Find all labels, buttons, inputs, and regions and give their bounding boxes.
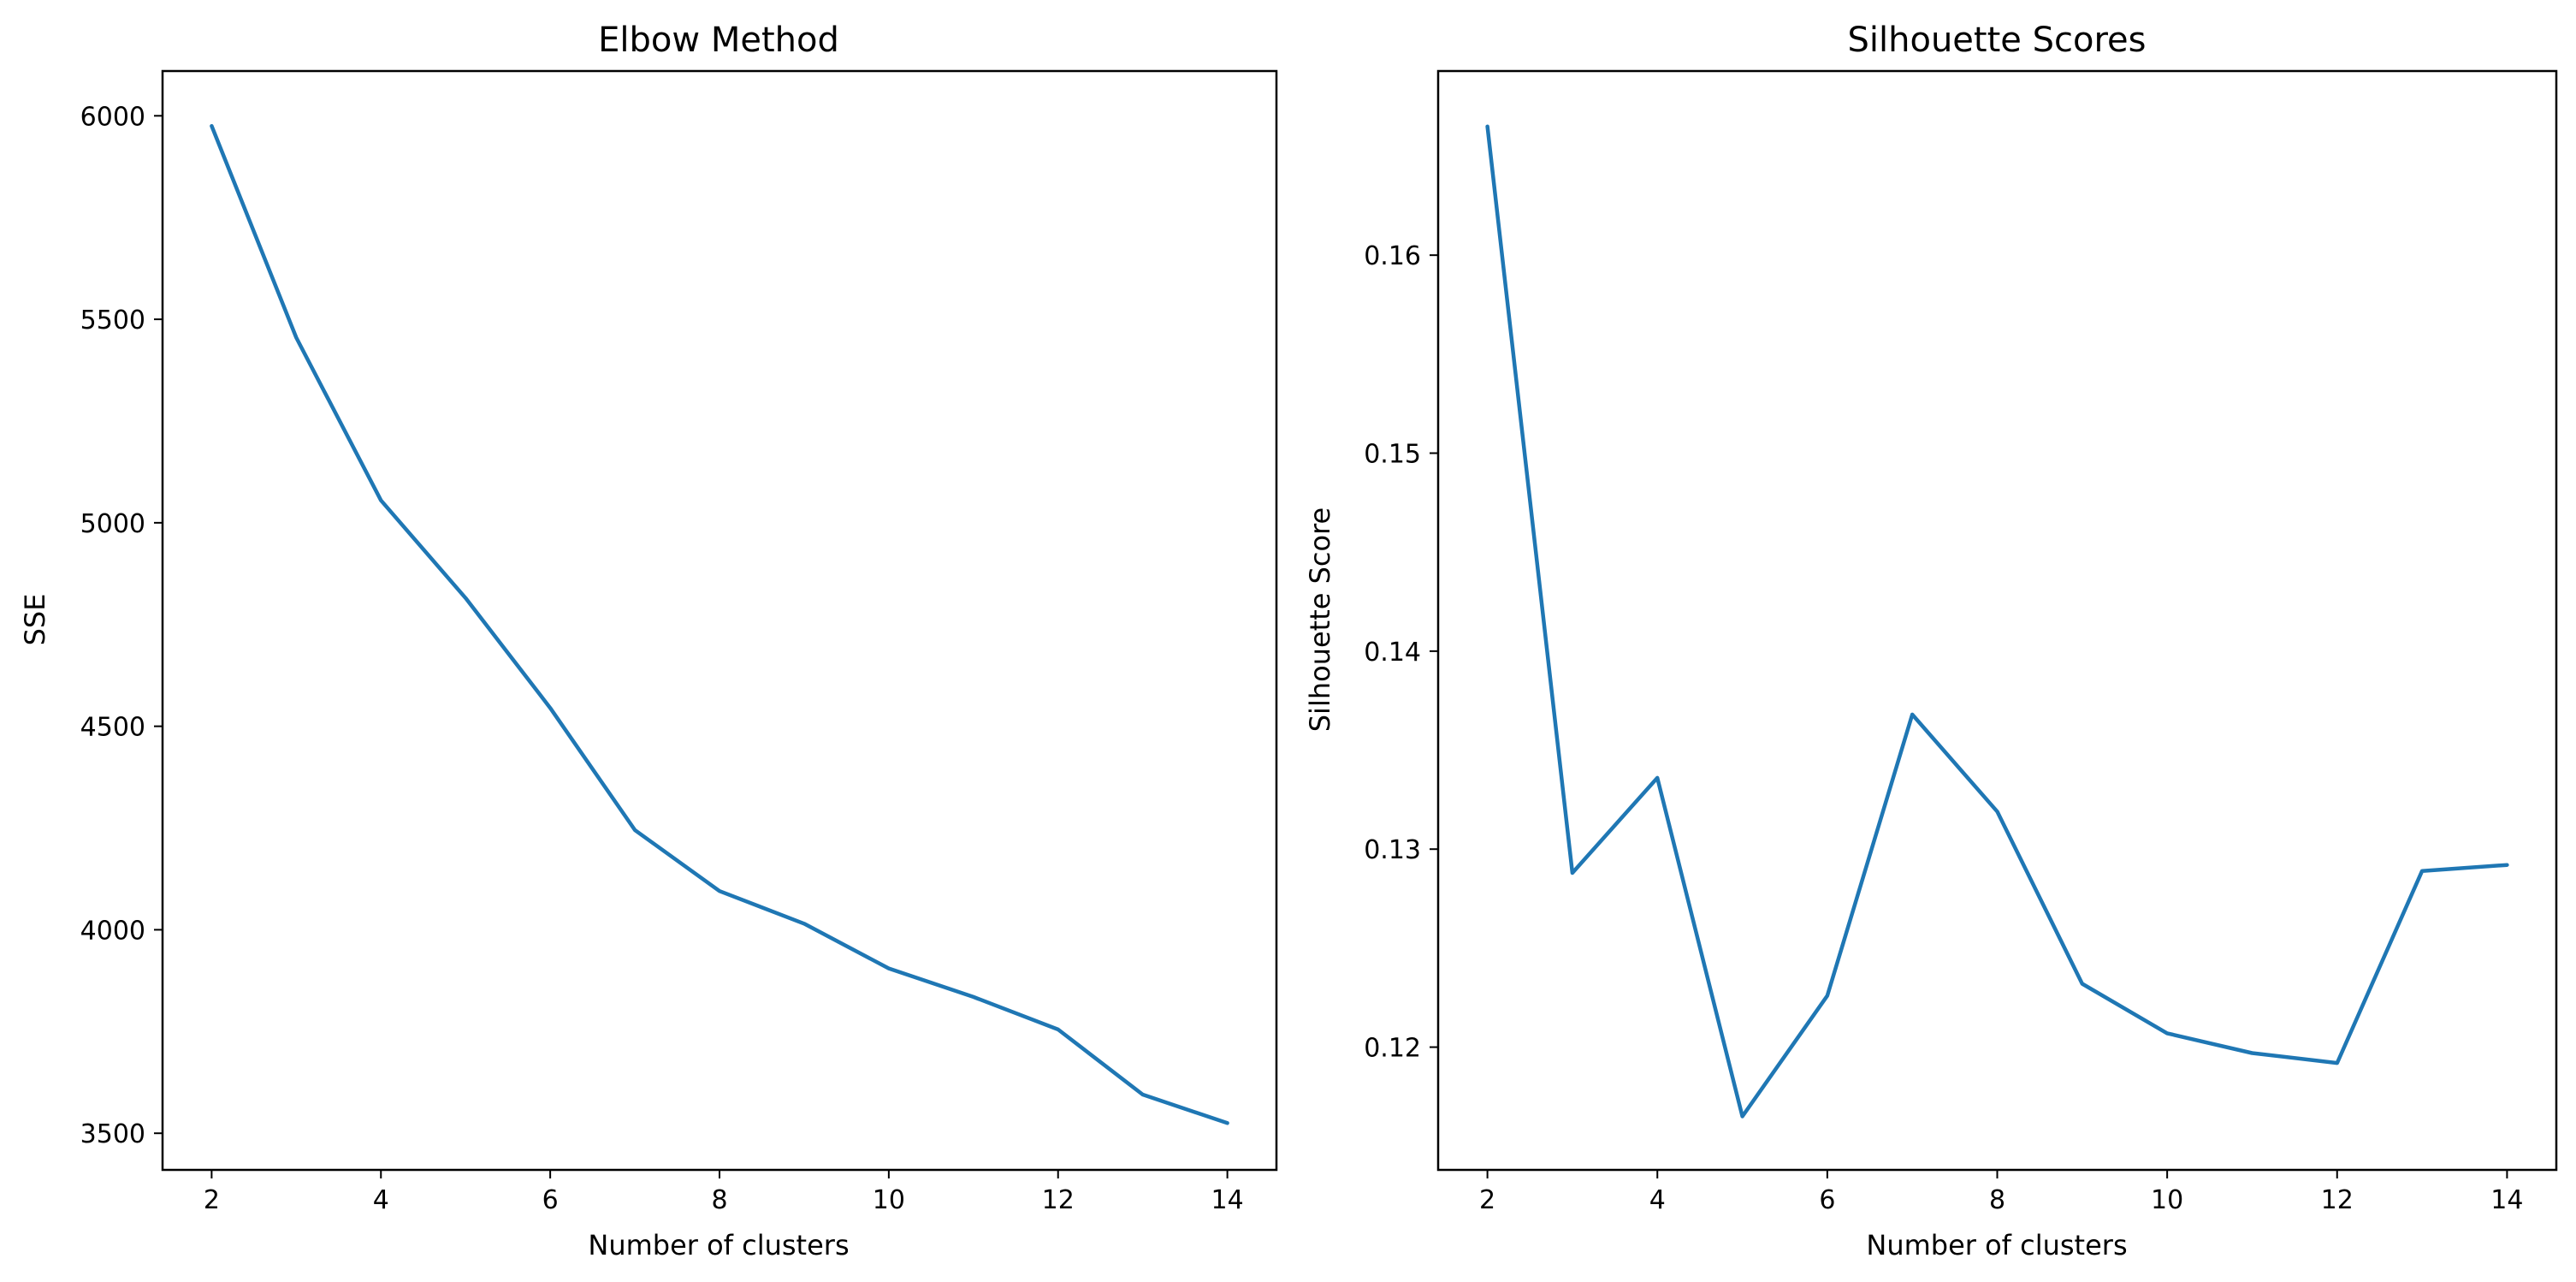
y-tick-label: 5500 [80, 306, 145, 335]
y-tick-label: 0.15 [1364, 440, 1421, 470]
x-tick-label: 6 [542, 1185, 559, 1215]
x-tick-label: 12 [1042, 1185, 1075, 1215]
x-tick-label: 6 [1819, 1185, 1835, 1215]
x-tick-label: 8 [711, 1185, 727, 1215]
plot-frame [1436, 69, 2558, 1172]
chart-title: Elbow Method [598, 21, 839, 60]
y-tick-label: 4500 [80, 713, 145, 743]
plot-frame [161, 69, 1278, 1172]
chart-title: Silhouette Scores [1848, 21, 2147, 60]
y-tick-label: 0.14 [1364, 638, 1421, 668]
x-tick-label: 14 [2490, 1185, 2523, 1215]
y-axis-label: Silhouette Score [1304, 507, 1336, 733]
elbow-chart: Elbow Method Number of clusters SSE 2 4 6 8… [19, 21, 1278, 1261]
x-tick-label: 10 [873, 1185, 905, 1215]
series-line [210, 123, 1229, 1125]
x-tick-label: 8 [1989, 1185, 2005, 1215]
y-tick-label: 6000 [80, 102, 145, 132]
x-tick-label: 10 [2151, 1185, 2183, 1215]
series-line [1485, 124, 2509, 1119]
x-tick-label: 2 [1479, 1185, 1495, 1215]
x-tick-label: 4 [373, 1185, 389, 1215]
y-tick-label: 4000 [80, 916, 145, 946]
y-tick-label: 0.12 [1364, 1034, 1421, 1064]
silhouette-chart: Silhouette Scores Number of clusters Sil… [1304, 21, 2558, 1261]
x-tick-label: 12 [2321, 1185, 2354, 1215]
y-tick-label: 0.13 [1364, 835, 1421, 865]
x-axis-label: Number of clusters [1866, 1229, 2127, 1261]
x-tick-label: 4 [1649, 1185, 1666, 1215]
y-tick-label: 5000 [80, 509, 145, 539]
y-axis-label: SSE [19, 594, 51, 646]
x-axis-label: Number of clusters [588, 1229, 849, 1261]
x-tick-label: 2 [204, 1185, 220, 1215]
x-tick-label: 14 [1211, 1185, 1244, 1215]
y-tick-label: 0.16 [1364, 241, 1421, 271]
y-tick-label: 3500 [80, 1119, 145, 1149]
